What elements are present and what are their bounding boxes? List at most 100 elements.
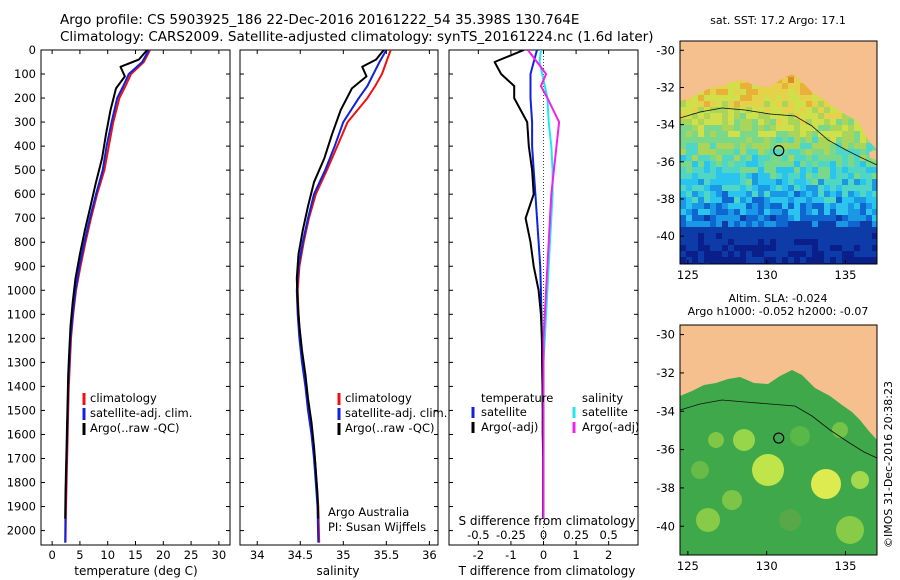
sla-map-title: Altim. SLA: -0.024 <box>728 292 827 305</box>
sst-cell <box>692 227 698 233</box>
sst-cell <box>752 245 758 251</box>
sst-cell <box>812 239 818 245</box>
sst-cell <box>854 161 860 167</box>
sst-cell <box>794 203 800 209</box>
sst-cell <box>722 239 728 245</box>
sst-cell <box>698 155 704 161</box>
sst-cell <box>716 191 722 197</box>
sla-map-frame <box>679 324 878 556</box>
sst-cell <box>758 257 764 263</box>
sst-cell <box>806 257 812 263</box>
sst-cell <box>848 233 854 239</box>
sst-cell <box>824 167 830 173</box>
sst-cell <box>692 179 698 185</box>
temperature-tick-label: 0 <box>48 548 55 562</box>
sst-cell <box>680 125 686 131</box>
sst-cell <box>728 149 734 155</box>
sst-cell <box>866 209 872 215</box>
sst-cell <box>698 95 704 101</box>
sst-cell <box>704 95 710 101</box>
sst-cell <box>758 245 764 251</box>
sst-cell <box>680 185 686 191</box>
sst-cell <box>698 173 704 179</box>
sst-cell <box>776 233 782 239</box>
sst-cell <box>692 101 698 107</box>
sst-cell <box>686 215 692 221</box>
sst-cell <box>818 155 824 161</box>
sst-cell <box>782 239 788 245</box>
sst-cell <box>752 191 758 197</box>
sst-cell <box>812 131 818 137</box>
sst-cell <box>848 119 854 125</box>
sst-cell <box>764 227 770 233</box>
temperature-tick-label: 25 <box>184 548 199 562</box>
sst-cell <box>740 161 746 167</box>
sst-cell <box>710 95 716 101</box>
sst-cell <box>704 137 710 143</box>
sst-cell <box>776 113 782 119</box>
sst-cell <box>710 233 716 239</box>
sst-cell <box>836 137 842 143</box>
sst-cell <box>830 185 836 191</box>
sst-cell <box>800 239 806 245</box>
sst-cell <box>788 125 794 131</box>
sst-cell <box>830 239 836 245</box>
sst-cell <box>770 83 776 89</box>
sst-map-title: sat. SST: 17.2 Argo: 17.1 <box>710 14 846 27</box>
sst-map-frame <box>679 40 878 265</box>
sst-cell <box>752 173 758 179</box>
sst-cell <box>854 215 860 221</box>
sst-cell <box>740 101 746 107</box>
sst-cell <box>740 137 746 143</box>
sst-cell <box>704 113 710 119</box>
sst-cell <box>770 167 776 173</box>
depth-tick-label: 100 <box>14 67 36 81</box>
sst-cell <box>758 161 764 167</box>
sst-cell <box>800 233 806 239</box>
sst-cell <box>806 239 812 245</box>
sst-cell <box>758 107 764 113</box>
t-diff-tick-label: -2 <box>473 548 484 562</box>
sst-cell <box>782 197 788 203</box>
sst-cell <box>770 173 776 179</box>
sst-cell <box>800 251 806 257</box>
sst-cell <box>782 251 788 257</box>
sst-cell <box>716 143 722 149</box>
sst-cell <box>812 95 818 101</box>
sst-cell <box>842 197 848 203</box>
sst-cell <box>860 143 866 149</box>
sst-cell <box>770 143 776 149</box>
sst-cell <box>770 107 776 113</box>
sst-cell <box>770 149 776 155</box>
sst-cell <box>794 191 800 197</box>
sst-cell <box>830 173 836 179</box>
sst-cell <box>860 131 866 137</box>
sst-cell <box>818 209 824 215</box>
sst-cell <box>794 197 800 203</box>
sst-cell <box>710 215 716 221</box>
sst-cell <box>734 215 740 221</box>
sst-cell <box>692 131 698 137</box>
sst-cell <box>848 131 854 137</box>
sst-cell <box>716 155 722 161</box>
sst-cell <box>854 197 860 203</box>
depth-tick-label: 600 <box>14 187 36 201</box>
sst-cell <box>764 197 770 203</box>
sst-cell <box>722 185 728 191</box>
sst-cell <box>692 149 698 155</box>
depth-tick-label: 1800 <box>7 476 36 490</box>
sst-cell <box>824 149 830 155</box>
sst-cell <box>776 221 782 227</box>
sla-map: Altim. SLA: -0.024 Argo h1000: -0.052 h2… <box>656 292 878 573</box>
sst-cell <box>800 179 806 185</box>
sst-cell <box>758 125 764 131</box>
sst-cell <box>716 245 722 251</box>
t-diff-tick-label: 0 <box>540 548 547 562</box>
temperature-tick-label: 10 <box>100 548 115 562</box>
sst-cell <box>788 149 794 155</box>
sst-cell <box>836 149 842 155</box>
sst-cell <box>824 257 830 263</box>
sst-cell <box>782 125 788 131</box>
sst-cell <box>842 131 848 137</box>
sst-cell <box>716 257 722 263</box>
